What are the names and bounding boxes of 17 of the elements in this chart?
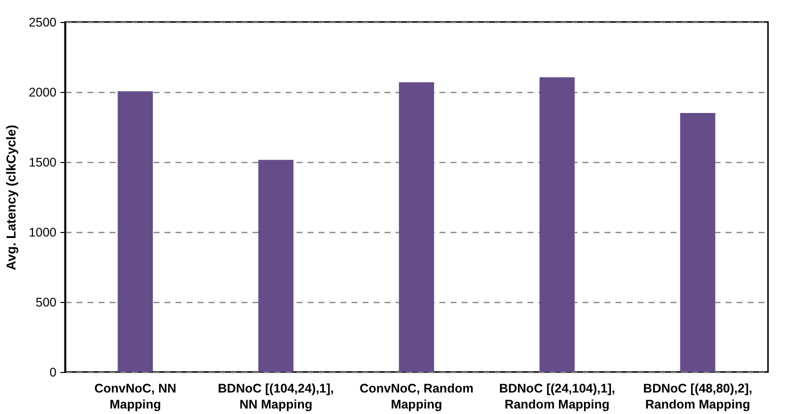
y-axis-title: Avg. Latency (clkCycle)	[4, 124, 19, 270]
x-tick-label: BDNoC [(104,24),1], NN Mapping	[218, 382, 334, 412]
bar	[540, 77, 575, 372]
x-tick-label: BDNoC [(24,104),1], Random Mapping	[499, 382, 616, 412]
bar	[118, 91, 153, 372]
bar	[398, 82, 434, 372]
y-tick-label: 1000	[28, 226, 57, 240]
bar	[258, 160, 294, 372]
y-tick-label: 1500	[28, 156, 57, 170]
y-tick-label: 500	[36, 296, 57, 310]
x-tick-label: ConvNoC, Random Mapping	[360, 382, 474, 412]
y-tick-label: 0	[50, 366, 57, 380]
y-tick-label: 2500	[28, 16, 57, 30]
x-tick-label: ConvNoC, NN Mapping	[94, 382, 176, 412]
y-tick-label: 2000	[28, 86, 57, 100]
x-tick-label: BDNoC [(48,80),2], Random Mapping	[643, 382, 752, 412]
bar	[680, 113, 716, 372]
